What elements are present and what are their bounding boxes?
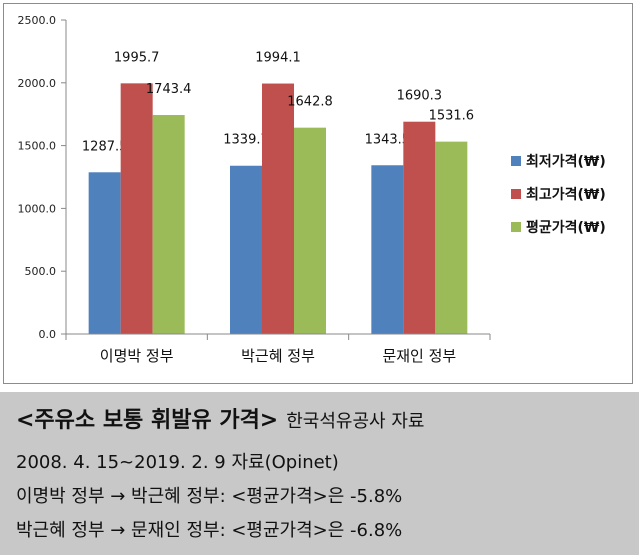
bar (230, 165, 262, 334)
x-category-label: 문재인 정부 (382, 347, 456, 365)
bar-value-label: 1339.7 (223, 133, 269, 148)
caption-source: 한국석유공사 자료 (286, 411, 425, 432)
y-tick-label: 2500.0 (18, 14, 57, 27)
y-tick-label: 1500.0 (18, 140, 57, 153)
legend-swatch (511, 222, 521, 232)
x-category-label: 이명박 정부 (100, 347, 174, 365)
legend-label: 최저가격(₩) (526, 153, 606, 170)
caption-title-line: <주유소 보통 휘발유 가격> 한국석유공사 자료 (16, 402, 424, 434)
bar-value-label: 1531.6 (429, 109, 475, 124)
chart-frame: 0.0 500.0 1000.0 1500.0 2000.0 2500.0 1287.5 13… (3, 3, 633, 384)
bar-value-label: 1690.3 (397, 89, 443, 104)
bar-value-label: 1287.5 (82, 139, 128, 154)
bar-value-label: 1743.4 (146, 82, 192, 97)
legend-swatch (511, 189, 521, 199)
bar (88, 172, 121, 334)
y-tick-label: 500.0 (25, 265, 57, 278)
bar (294, 127, 326, 334)
caption-change-2: 박근혜 정부 → 문재인 정부: <평균가격>은 -6.8% (16, 520, 403, 541)
bar (262, 83, 294, 334)
caption-change-1: 이명박 정부 → 박근혜 정부: <평균가격>은 -5.8% (16, 486, 403, 507)
caption-period: 2008. 4. 15~2019. 2. 9 자료(Opinet) (16, 452, 339, 473)
legend-swatch (511, 156, 521, 166)
bar-chart: 0.0 500.0 1000.0 1500.0 2000.0 2500.0 1287.5 13… (18, 14, 606, 365)
bar-value-label: 1994.1 (255, 51, 301, 66)
bar (435, 141, 468, 334)
bar (403, 121, 436, 334)
y-tick-label: 0.0 (39, 328, 57, 341)
y-tick-label: 1000.0 (18, 202, 57, 215)
bar-value-label: 1995.7 (114, 50, 160, 65)
bar (371, 165, 404, 334)
caption-box: <주유소 보통 휘발유 가격> 한국석유공사 자료 2008. 4. 15~201… (0, 392, 639, 555)
bar-value-label: 1642.8 (287, 95, 333, 110)
y-tick-label: 2000.0 (18, 77, 57, 90)
bar-value-label: 1343.5 (365, 132, 411, 147)
caption-title: <주유소 보통 휘발유 가격> (16, 408, 279, 433)
bar (120, 83, 153, 334)
x-category-label: 박근혜 정부 (241, 347, 315, 365)
legend-label: 평균가격(₩) (526, 219, 606, 236)
bar (152, 115, 185, 334)
legend-label: 최고가격(₩) (526, 186, 606, 203)
